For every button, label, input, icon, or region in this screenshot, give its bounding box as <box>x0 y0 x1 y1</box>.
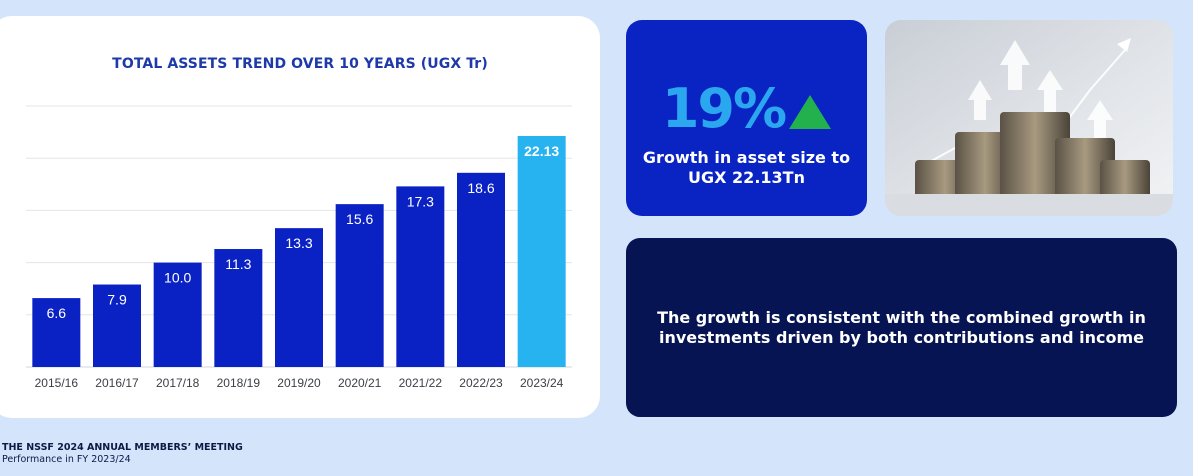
bar-value-label: 22.13 <box>524 143 559 159</box>
bar-2021/22 <box>396 186 445 367</box>
bar-value-label: 6.6 <box>47 305 67 321</box>
footer-subtitle: Performance in FY 2023/24 <box>2 454 131 465</box>
x-tick-label: 2017/18 <box>156 376 200 390</box>
x-tick-label: 2022/23 <box>459 376 503 390</box>
x-tick-label: 2020/21 <box>338 376 382 390</box>
bar-2017/18 <box>153 262 202 367</box>
x-tick-label: 2023/24 <box>520 376 564 390</box>
bar-value-label: 15.6 <box>346 211 373 227</box>
growth-percentage: 19% <box>661 77 787 140</box>
bar-value-label: 17.3 <box>407 193 434 209</box>
chart-title: TOTAL ASSETS TREND OVER 10 YEARS (UGX Tr… <box>112 56 488 72</box>
bar-2022/23 <box>457 172 505 367</box>
x-tick-label: 2018/19 <box>217 376 261 390</box>
coins-growth-photo <box>885 20 1173 216</box>
footer: THE NSSF 2024 ANNUAL MEMBERS’ MEETING Pe… <box>2 442 243 466</box>
bar-value-label: 11.3 <box>225 256 251 272</box>
bar-value-label: 10.0 <box>164 270 191 286</box>
x-tick-label: 2019/20 <box>277 376 321 390</box>
bar-2016/17 <box>93 284 141 367</box>
growth-stat-card: 19% Growth in asset size to UGX 22.13Tn <box>626 20 867 216</box>
growth-note-card: The growth is consistent with the combin… <box>626 238 1177 417</box>
chart-card: TOTAL ASSETS TREND OVER 10 YEARS (UGX Tr… <box>0 16 600 418</box>
x-tick-label: 2016/17 <box>95 376 139 390</box>
coins-illustration <box>885 20 1173 216</box>
growth-note-text: The growth is consistent with the combin… <box>657 307 1146 347</box>
bar-2020/21 <box>335 204 384 367</box>
growth-description: Growth in asset size to UGX 22.13Tn <box>642 148 851 187</box>
bar-value-label: 18.6 <box>467 180 494 196</box>
bar-chart: 6.6 2015/16 7.9 2016/17 10.0 2017/18 11.3 2018/… <box>26 105 572 390</box>
bar-value-label: 13.3 <box>285 235 312 251</box>
bar-2018/19 <box>214 249 263 367</box>
x-tick-label: 2021/22 <box>399 376 443 390</box>
up-triangle-icon <box>789 95 832 129</box>
bar-value-label: 7.9 <box>107 292 127 308</box>
x-tick-label: 2015/16 <box>35 376 79 390</box>
growth-stat-value-row: 19% <box>626 82 867 136</box>
bar-2023/24 <box>517 135 566 367</box>
footer-title: THE NSSF 2024 ANNUAL MEMBERS’ MEETING <box>2 442 243 453</box>
bar-2015/16 <box>32 298 81 367</box>
bar-2019/20 <box>275 228 323 367</box>
